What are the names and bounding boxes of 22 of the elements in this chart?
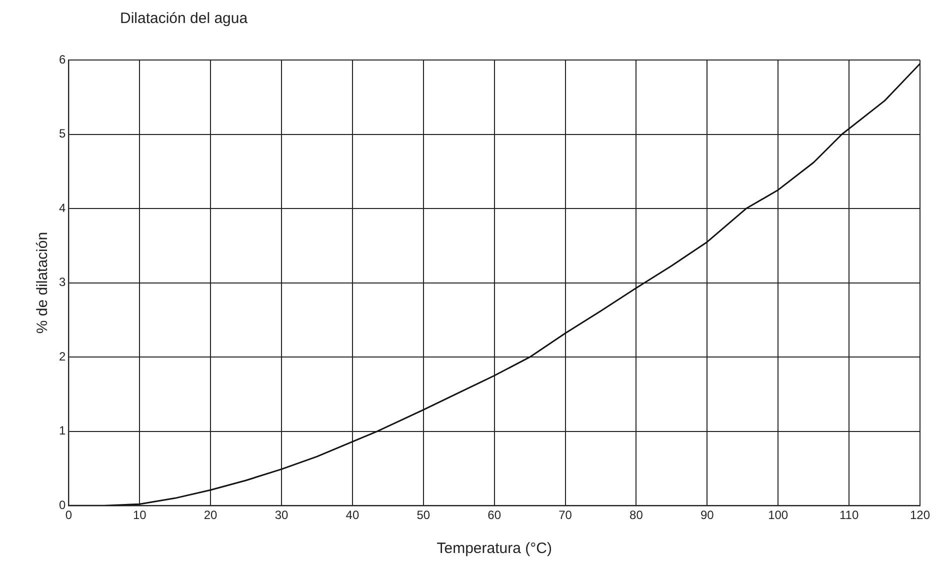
x-tick-label: 30 — [274, 508, 288, 522]
x-axis-title: Temperatura (°C) — [436, 540, 552, 558]
y-tick-label: 6 — [58, 52, 66, 66]
chart-title: Dilatación del agua — [120, 10, 248, 27]
x-tick-label: 70 — [558, 508, 572, 522]
x-tick-label: 40 — [346, 508, 360, 522]
y-axis-title: % de dilatación — [34, 232, 52, 334]
y-tick-label: 3 — [58, 275, 66, 290]
y-tick-label: 0 — [58, 498, 66, 512]
x-tick-label: 110 — [839, 508, 859, 522]
x-tick-label: 120 — [910, 508, 930, 522]
y-tick-label: 1 — [58, 424, 66, 438]
x-tick-label: 90 — [700, 508, 714, 522]
x-tick-label: 80 — [630, 508, 644, 522]
y-tick-label: 5 — [58, 126, 66, 141]
x-tick-label: 20 — [204, 508, 218, 522]
y-tick-label: 2 — [58, 349, 66, 364]
x-tick-label: 10 — [132, 508, 147, 522]
x-tick-label: 60 — [488, 508, 502, 522]
x-tick-label: 100 — [768, 508, 788, 522]
y-tick-label: 4 — [58, 200, 66, 215]
x-tick-label: 50 — [416, 508, 430, 522]
